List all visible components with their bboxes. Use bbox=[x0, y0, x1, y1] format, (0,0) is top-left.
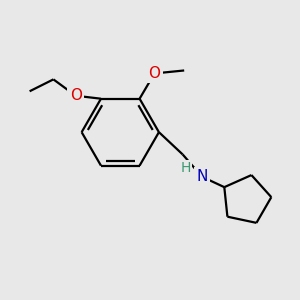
Text: O: O bbox=[70, 88, 82, 103]
Text: O: O bbox=[148, 66, 160, 81]
Text: N: N bbox=[196, 169, 208, 184]
Text: H: H bbox=[181, 161, 191, 176]
